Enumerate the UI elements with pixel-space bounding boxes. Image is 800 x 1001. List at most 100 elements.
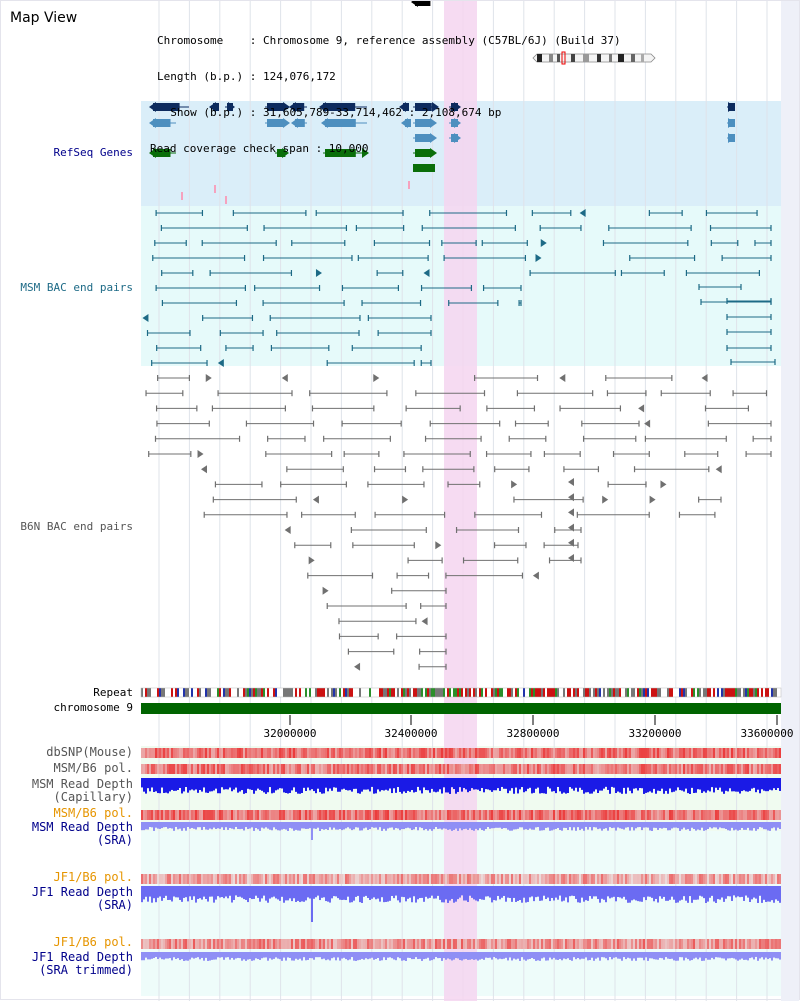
snp-density-cell [385, 810, 387, 820]
snp-density-cell [765, 810, 767, 820]
track-label-msm-depth-cap-2[interactable]: (Capillary) [53, 790, 133, 804]
repeat-block [233, 688, 235, 697]
track-label-msm-depth-cap-1[interactable]: MSM Read Depth [31, 777, 133, 791]
gene-exon [415, 119, 431, 127]
snp-density-cell [745, 939, 747, 949]
snp-density-cell [193, 939, 195, 949]
depth-bar [519, 822, 521, 828]
snp-density-cell [225, 764, 227, 774]
repeat-block [523, 688, 525, 697]
depth-bar [177, 952, 179, 959]
repeat-block [769, 688, 771, 697]
track-label-msm-depth-sra-1[interactable]: MSM Read Depth [31, 820, 133, 834]
depth-bar [495, 952, 497, 959]
depth-bar [163, 822, 165, 828]
repeat-block [515, 688, 517, 697]
snp-density-cell [157, 748, 159, 758]
track-label-jf1-b6-pol-2[interactable]: JF1/B6 pol. [53, 935, 133, 949]
depth-bar [353, 952, 355, 961]
depth-bar [669, 952, 671, 959]
snp-density-cell [545, 748, 547, 758]
depth-bar [501, 778, 503, 787]
snp-density-cell [537, 810, 539, 820]
track-label-jf1-depth-trim-1[interactable]: JF1 Read Depth [31, 950, 133, 964]
snp-density-cell [771, 874, 773, 884]
snp-density-cell [493, 939, 495, 949]
snp-density-cell [295, 939, 297, 949]
bac-end-arrow-icon [568, 478, 574, 486]
repeat-block [177, 688, 179, 697]
snp-density-cell [639, 764, 641, 774]
depth-bar [633, 822, 635, 831]
track-label-msm-b6-pol-1[interactable]: MSM/B6 pol. [53, 761, 133, 775]
repeat-block [301, 688, 303, 697]
depth-bar [617, 778, 619, 792]
snp-density-cell [183, 939, 185, 949]
snp-density-cell [715, 748, 717, 758]
snp-density-cell [271, 874, 273, 884]
track-label-msm-b6-pol-2[interactable]: MSM/B6 pol. [53, 806, 133, 820]
snp-density-cell [339, 810, 341, 820]
depth-bar [567, 822, 569, 831]
snp-density-cell [213, 764, 215, 774]
track-label-dbsnp[interactable]: dbSNP(Mouse) [46, 745, 133, 759]
track-label-refseq[interactable]: RefSeq Genes [53, 146, 133, 159]
snp-density-cell [261, 810, 263, 820]
snp-density-cell [575, 764, 577, 774]
snp-density-cell [549, 810, 551, 820]
depth-bar [477, 886, 479, 902]
depth-bar [421, 778, 423, 794]
snp-density-cell [409, 748, 411, 758]
depth-bar [257, 952, 259, 960]
snp-density-cell [339, 939, 341, 949]
snp-density-cell [473, 810, 475, 820]
snp-density-cell [209, 939, 211, 949]
snp-density-cell [155, 939, 157, 949]
depth-bar [335, 778, 337, 788]
repeat-block [621, 688, 623, 697]
depth-bar [179, 778, 181, 788]
snp-density-cell [257, 764, 259, 774]
track-label-jf1-depth-sra-1[interactable]: JF1 Read Depth [31, 885, 133, 899]
snp-density-cell [627, 810, 629, 820]
gene-arrow-icon [283, 102, 290, 112]
track-label-msm-bac[interactable]: MSM BAC end pairs [20, 281, 133, 294]
snp-density-cell [431, 764, 433, 774]
gene-arrow-icon [362, 148, 369, 158]
depth-bar [399, 886, 401, 903]
depth-bar [613, 822, 615, 828]
depth-bar [367, 778, 369, 790]
depth-bar [777, 778, 779, 789]
repeat-block [241, 688, 243, 697]
depth-bar [627, 778, 629, 788]
snp-density-cell [683, 939, 685, 949]
depth-bar [713, 778, 715, 793]
snp-density-cell [749, 810, 751, 820]
depth-bar [351, 778, 353, 792]
snp-density-cell [571, 939, 573, 949]
depth-bar [229, 886, 231, 896]
depth-bar [757, 886, 759, 903]
depth-bar [735, 886, 737, 898]
snp-density-cell [395, 874, 397, 884]
depth-bar [603, 822, 605, 829]
track-label-jf1-b6-pol-1[interactable]: JF1/B6 pol. [53, 870, 133, 884]
track-label-msm-depth-sra-2[interactable]: (SRA) [96, 833, 133, 847]
depth-bar [345, 952, 347, 960]
track-label-b6n-bac[interactable]: B6N BAC end pairs [20, 520, 133, 533]
depth-bar [597, 886, 599, 900]
snp-density-cell [707, 810, 709, 820]
snp-density-cell [579, 764, 581, 774]
track-label-jf1-depth-trim-2[interactable]: (SRA trimmed) [39, 963, 133, 977]
snp-density-cell [267, 939, 269, 949]
chromosome-ideogram-icon[interactable] [532, 51, 656, 65]
snp-density-cell [317, 764, 319, 774]
track-label-jf1-depth-sra-2[interactable]: (SRA) [96, 898, 133, 912]
snp-density-cell [377, 939, 379, 949]
snp-density-cell [533, 810, 535, 820]
snp-density-cell [627, 748, 629, 758]
snp-density-cell [519, 764, 521, 774]
bac-end-arrow-icon [660, 480, 667, 489]
snp-density-cell [557, 939, 559, 949]
